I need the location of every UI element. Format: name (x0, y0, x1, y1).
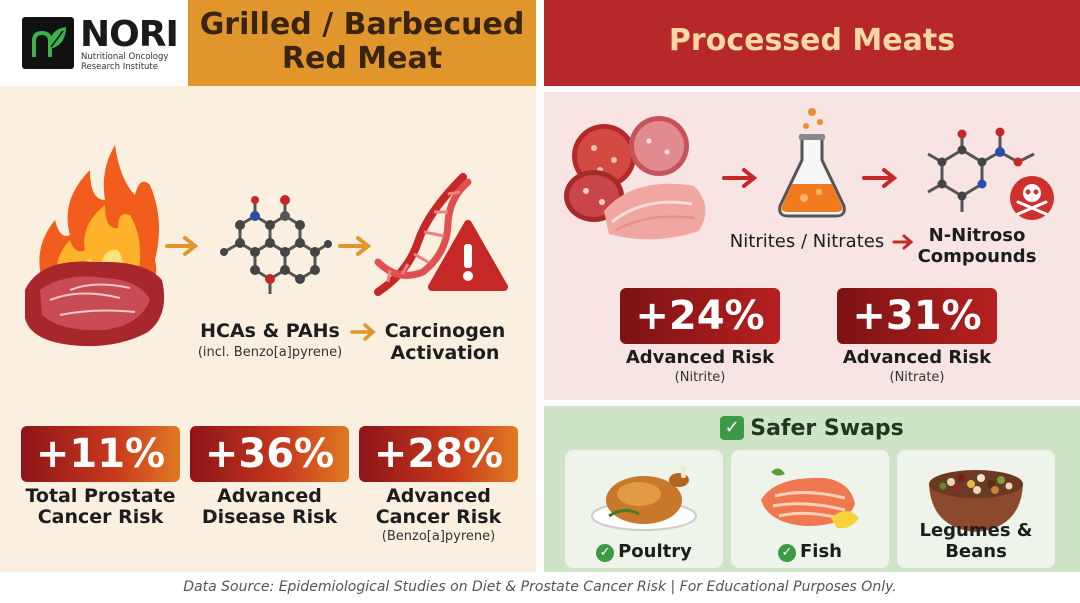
stat-advanced-disease-value: +36% (190, 426, 349, 482)
swap-label-fish: ✓ Fish (731, 541, 889, 562)
safer-swaps-title: Safer Swaps (750, 416, 904, 441)
stat-label-line1: Total Prostate (25, 485, 176, 507)
carcinogen-line1: Carcinogen (384, 320, 506, 342)
hca-molecule-icon (220, 195, 332, 294)
processed-content: Nitrites / Nitrates N-Nitroso Compounds … (544, 92, 1080, 400)
logo: NORI Nutritional Oncology Research Insti… (0, 0, 188, 86)
nitroso-line2: Compounds (917, 246, 1037, 267)
stat-advanced-disease-label: Advanced Disease Risk (180, 486, 359, 528)
swap-label-poultry: ✓ Poultry (565, 541, 723, 562)
roast-chicken-icon (591, 466, 697, 531)
hcas-label: HCAs & PAHs (200, 320, 340, 342)
grilled-header: Grilled / Barbecued Red Meat (188, 0, 536, 86)
stat-nitrite-note: (Nitrite) (674, 370, 726, 385)
stat-advanced-cancer-label: Advanced Cancer Risk (349, 486, 528, 528)
footer: Data Source: Epidemiological Studies on … (0, 572, 1080, 603)
stat-nitrate-label: Advanced Risk (842, 347, 992, 368)
carcinogen-label: Carcinogen Activation (375, 320, 515, 364)
stat-label-line1: Advanced (386, 485, 491, 507)
arrow-right-icon (892, 234, 914, 250)
grilled-title-line2: Red Meat (281, 41, 443, 76)
stat-advanced-cancer-value: +28% (359, 426, 518, 482)
swap-name: Fish (800, 541, 842, 562)
safer-swaps-heading: ✓ Safer Swaps (544, 416, 1080, 441)
bean-bowl-icon (929, 470, 1023, 532)
nitroso-label: N-Nitroso Compounds (912, 225, 1042, 267)
grilled-title: Grilled / Barbecued Red Meat (188, 8, 536, 76)
stat-nitrite-value: +24% (620, 288, 780, 344)
nitrites-label: Nitrites / Nitrates (729, 231, 885, 252)
stat-nitrate-note: (Nitrate) (889, 370, 945, 385)
swap-card-legumes: Legumes & Beans (897, 450, 1055, 568)
logo-name: NORI (80, 14, 179, 55)
check-circle-icon: ✓ (596, 544, 615, 562)
chemistry-flask-icon (778, 108, 846, 218)
stat-label-line2: Cancer Risk (37, 506, 164, 528)
swap-name: Poultry (618, 541, 692, 562)
leaf-logo-icon (22, 17, 74, 69)
stat-advanced-cancer-note: (Benzo[a]pyrene) (381, 529, 496, 544)
stat-nitrite-label: Advanced Risk (625, 347, 775, 368)
swap-card-poultry: ✓ Poultry (565, 450, 723, 568)
arrow-right-icon (862, 168, 898, 188)
arrow-right-icon (350, 323, 376, 341)
checkbox-icon: ✓ (720, 416, 745, 440)
sliced-meats-icon (564, 116, 706, 240)
logo-subtitle: Nutritional Oncology Research Institute (81, 52, 169, 72)
processed-title: Processed Meats (668, 23, 956, 58)
stat-label-line2: Disease Risk (201, 506, 338, 528)
dna-warning-icon (374, 173, 508, 296)
arrow-right-icon (165, 236, 199, 256)
grilled-steak-icon (25, 145, 165, 347)
arrow-right-icon (722, 168, 758, 188)
salmon-fillet-icon (761, 468, 859, 529)
processed-meat-panel: Processed Meats (544, 0, 1080, 572)
hcas-sublabel: (incl. Benzo[a]pyrene) (197, 345, 343, 360)
stat-total-prostate-value: +11% (21, 426, 180, 482)
stat-label-line1: Advanced (217, 485, 322, 507)
check-circle-icon: ✓ (778, 544, 796, 562)
safer-swaps-section: ✓ Safer Swaps ✓ Poultry ✓ Fish (544, 406, 1080, 572)
nitroso-molecule-icon (927, 127, 1054, 220)
swap-card-fish: ✓ Fish (731, 450, 889, 568)
footer-source-text: Data Source: Epidemiological Studies on … (183, 579, 897, 595)
stat-nitrate-value: +31% (837, 288, 997, 344)
swap-label-legumes: Legumes & Beans (919, 520, 1033, 562)
grilled-meat-panel: NORI Nutritional Oncology Research Insti… (0, 0, 536, 572)
carcinogen-line2: Activation (390, 342, 500, 364)
arrow-right-icon (338, 236, 372, 256)
processed-header: Processed Meats (544, 0, 1080, 86)
nitroso-line1: N-Nitroso (928, 225, 1026, 246)
grilled-title-line1: Grilled / Barbecued (199, 7, 525, 42)
stat-total-prostate-label: Total Prostate Cancer Risk (11, 486, 190, 528)
stat-label-line2: Cancer Risk (375, 506, 502, 528)
